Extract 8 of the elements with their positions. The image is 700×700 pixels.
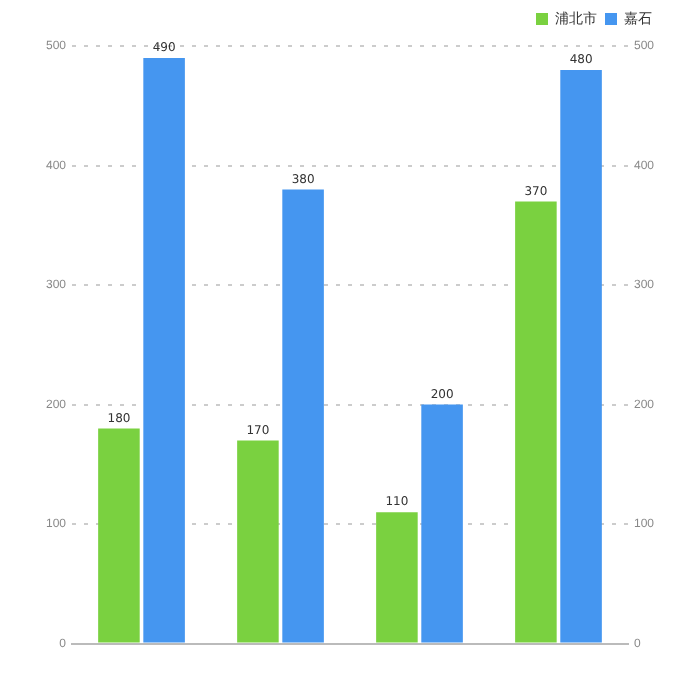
bar: [282, 189, 324, 643]
bar: [143, 57, 185, 643]
bar: [515, 201, 557, 643]
bar: [98, 428, 140, 643]
bar: [376, 512, 418, 643]
bar: [237, 440, 279, 643]
bar: [560, 69, 602, 643]
bar: [421, 404, 463, 643]
